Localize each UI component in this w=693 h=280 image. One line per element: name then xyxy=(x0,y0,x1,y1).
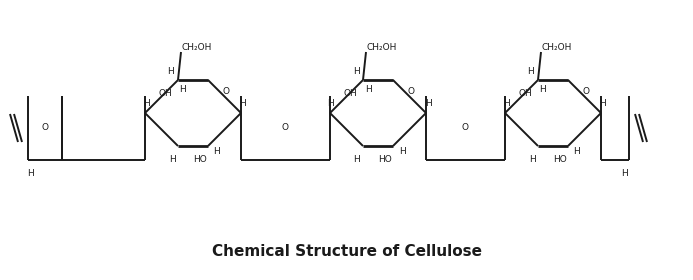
Text: O: O xyxy=(462,123,469,132)
Text: H: H xyxy=(622,169,629,178)
Text: OH: OH xyxy=(158,90,172,99)
Text: H: H xyxy=(213,148,220,157)
Text: CH₂OH: CH₂OH xyxy=(182,43,212,52)
Text: H: H xyxy=(353,67,360,76)
Text: HO: HO xyxy=(553,155,567,164)
Text: H: H xyxy=(328,99,335,108)
Text: Chemical Structure of Cellulose: Chemical Structure of Cellulose xyxy=(211,244,482,260)
Text: O: O xyxy=(282,123,289,132)
Text: H: H xyxy=(398,148,405,157)
Text: H: H xyxy=(353,155,360,164)
Text: CH₂OH: CH₂OH xyxy=(542,43,572,52)
Text: H: H xyxy=(425,99,431,108)
Text: H: H xyxy=(529,155,536,164)
Text: H: H xyxy=(540,85,546,95)
Text: H: H xyxy=(143,99,150,108)
Text: H: H xyxy=(599,99,606,108)
Text: H: H xyxy=(168,67,175,76)
Text: H: H xyxy=(240,99,247,108)
Text: HO: HO xyxy=(378,155,392,164)
Text: O: O xyxy=(42,123,49,132)
Text: HO: HO xyxy=(193,155,207,164)
Text: H: H xyxy=(168,155,175,164)
Text: H: H xyxy=(502,99,509,108)
Text: H: H xyxy=(527,67,534,76)
Text: OH: OH xyxy=(518,90,532,99)
Text: CH₂OH: CH₂OH xyxy=(367,43,397,52)
Text: O: O xyxy=(407,87,414,96)
Text: H: H xyxy=(365,85,371,95)
Text: H: H xyxy=(574,148,580,157)
Text: O: O xyxy=(582,87,589,96)
Text: H: H xyxy=(28,169,35,178)
Text: H: H xyxy=(179,85,186,95)
Text: O: O xyxy=(222,87,229,96)
Text: OH: OH xyxy=(343,90,357,99)
